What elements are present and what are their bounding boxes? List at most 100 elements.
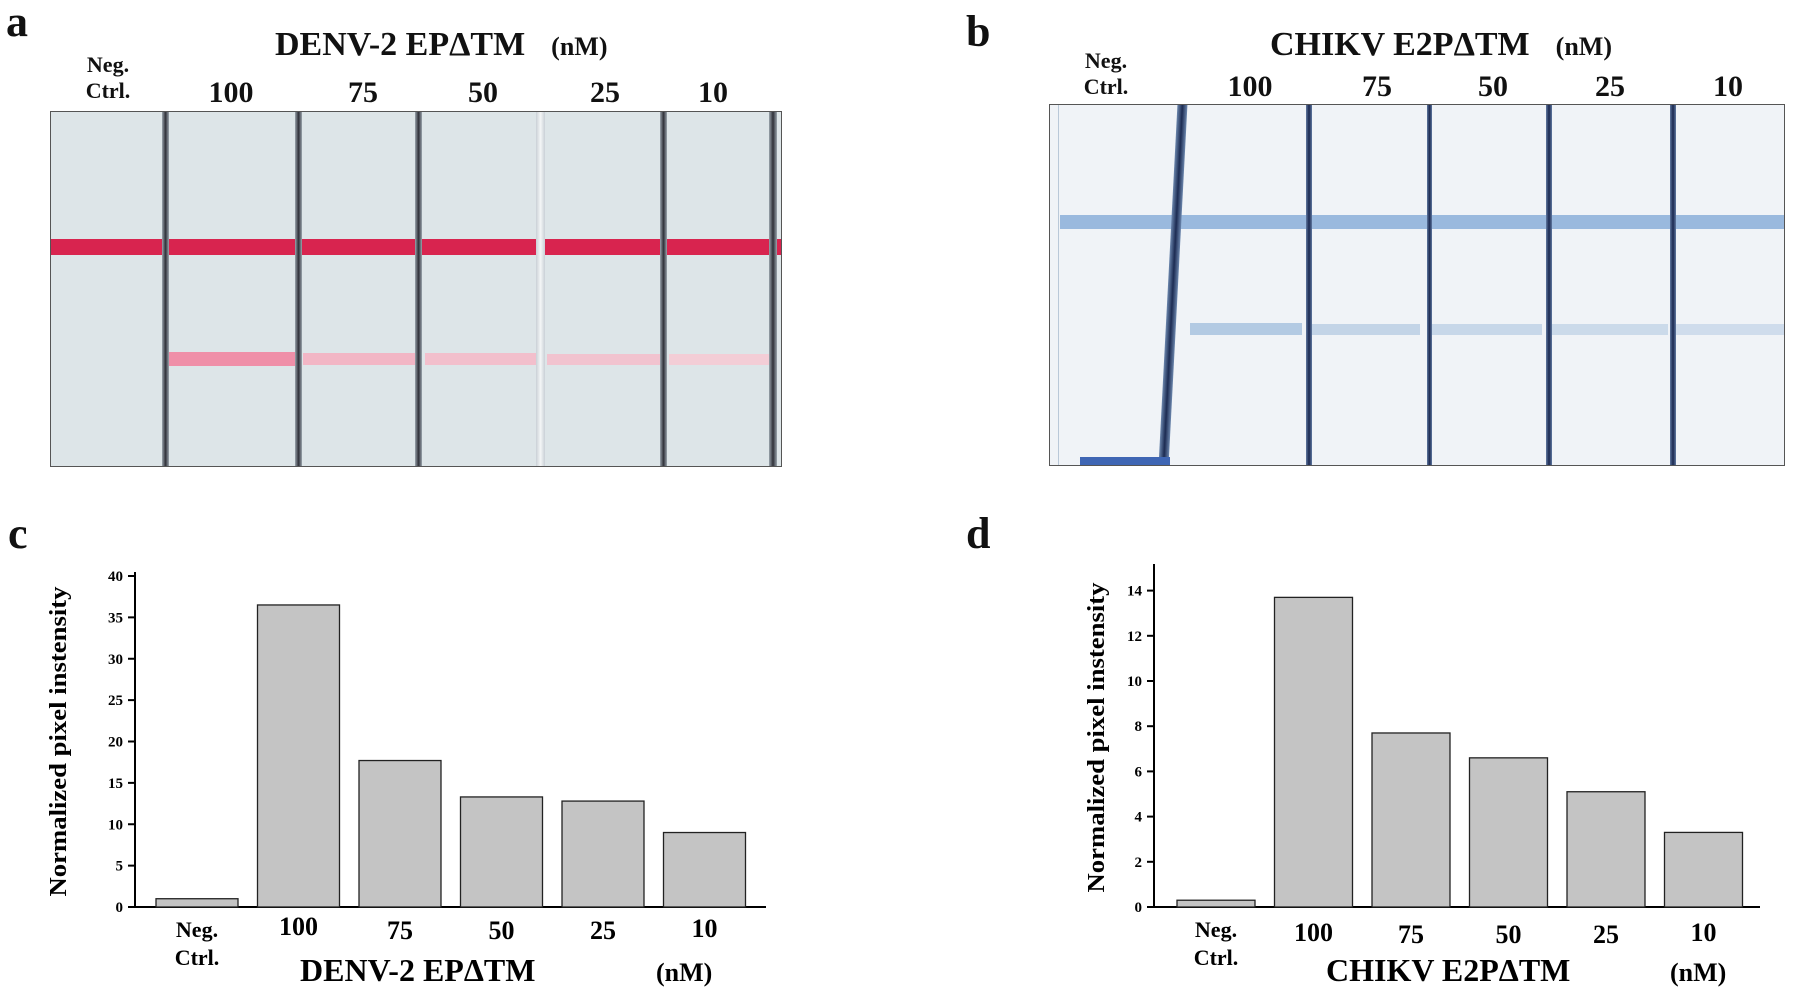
bar [358,759,442,908]
x-tick-label: Neg. [1195,917,1237,942]
strip-divider [1427,105,1432,465]
y-tick-label: 8 [1135,719,1143,735]
x-tick-label: Ctrl. [1194,945,1239,970]
bar [662,831,747,908]
test-band [1676,324,1784,335]
x-tick-label: 50 [1496,920,1522,949]
control-band [1060,215,1784,229]
panel-a-lane-label: 10 [698,76,728,109]
panel-a-test-strip-photo [50,111,782,467]
x-tick-label: 75 [387,916,413,945]
y-axis-label: Normalized pixel instensity [1084,583,1110,893]
strip-divider [1546,105,1552,465]
panel-a-unit: (nM) [551,32,608,61]
panel-a-lane-label: 50 [468,76,498,109]
strip-divider [536,112,545,466]
y-tick-label: 35 [108,610,123,626]
test-band [1190,323,1302,335]
x-axis-title: CHIKV E2PΔTM [1326,952,1570,988]
panel-b-test-strip-photo [1049,104,1785,466]
bar [256,604,341,908]
bar [155,898,239,908]
y-tick-label: 12 [1127,629,1142,645]
panel-letter-d: d [966,509,991,558]
test-band [1430,324,1542,335]
strip-divider [769,112,777,466]
panel-a-lane-label: 100 [208,76,254,109]
panel-b-lane-label: 10 [1713,70,1743,103]
x-tick-label: 25 [1593,920,1619,949]
x-tick-label: Ctrl. [175,945,220,970]
strip-divider [660,112,667,466]
x-tick-label: 50 [489,916,515,945]
test-band [547,354,665,365]
neg-ctrl-line2: Ctrl. [1083,74,1129,99]
x-tick-label: 100 [1294,918,1333,947]
y-tick-label: 25 [108,693,123,709]
x-tick-label: 75 [1398,920,1424,949]
y-tick-label: 30 [108,652,123,668]
strip-divider [1158,105,1188,465]
panel-a-title-text: DENV-2 EPΔTM [275,26,526,63]
bar [1663,831,1744,908]
bar [1566,791,1646,908]
y-tick-label: 40 [108,569,123,585]
bar [561,800,645,908]
y-tick-label: 0 [1135,900,1143,916]
x-axis-unit: (nM) [1670,958,1726,987]
bar [1273,596,1354,908]
panel-d-bar-chart: 0 2 4 6 8 10 12 14 Normalized pixel instensity Ne… [1084,564,1760,988]
panel-c-bar-chart: 0 5 10 15 20 25 30 35 40 Normalized pixel instens… [46,569,766,988]
y-tick-label: 5 [116,859,124,875]
panel-a-lane-label: 75 [348,76,378,109]
y-tick-label: 2 [1135,855,1143,871]
panel-b-lane-label: 75 [1362,70,1392,103]
x-tick-label: 100 [279,912,318,941]
strip-marking [1080,457,1170,465]
panel-letter-a: a [6,0,28,46]
y-tick-label: 10 [1127,674,1142,690]
bar [1468,757,1549,908]
x-axis-unit: (nM) [656,958,712,987]
bar [1176,899,1256,908]
panel-letter-c: c [8,509,28,558]
y-tick-label: 14 [1127,584,1143,600]
strip-divider [415,112,422,466]
y-tick-label: 15 [108,776,123,792]
neg-ctrl-line2: Ctrl. [85,78,131,103]
x-tick-label: 10 [1691,918,1717,947]
bar [1371,732,1451,908]
strip-edge [1058,105,1059,465]
neg-ctrl-line1: Neg. [86,52,130,77]
strip-divider [295,112,302,466]
panel-a-title: DENV-2 EPΔTM (nM) [275,28,608,62]
panel-b-lane-label: 25 [1595,70,1625,103]
panel-a-lane-label: 25 [590,76,620,109]
x-tick-label: 25 [590,916,616,945]
y-tick-label: 0 [116,900,124,916]
test-band [169,352,299,366]
strip-divider [1670,105,1676,465]
panel-b-unit: (nM) [1555,32,1612,61]
panel-b-lane-label: 50 [1478,70,1508,103]
y-tick-label: 20 [108,735,123,751]
x-tick-label: Neg. [176,917,218,942]
panel-a-neg-ctrl-label: Neg. Ctrl. [68,52,148,104]
test-band [1550,324,1668,335]
test-band [1312,324,1420,335]
x-tick-label: 10 [692,914,718,943]
x-axis-title: DENV-2 EPΔTM [300,952,535,988]
neg-ctrl-line1: Neg. [1084,48,1128,73]
y-axis-label: Normalized pixel instensity [46,587,72,897]
bar [459,796,544,908]
panel-b-lane-label: 100 [1227,70,1273,103]
panel-b-title: CHIKV E2PΔTM (nM) [1270,28,1612,62]
panel-letter-b: b [966,7,991,56]
test-band [669,354,777,365]
test-band [303,353,421,365]
y-tick-label: 6 [1135,764,1143,780]
test-band [425,353,543,365]
strip-divider [162,112,169,466]
y-tick-label: 4 [1135,810,1143,826]
panel-b-neg-ctrl-label: Neg. Ctrl. [1066,48,1146,100]
